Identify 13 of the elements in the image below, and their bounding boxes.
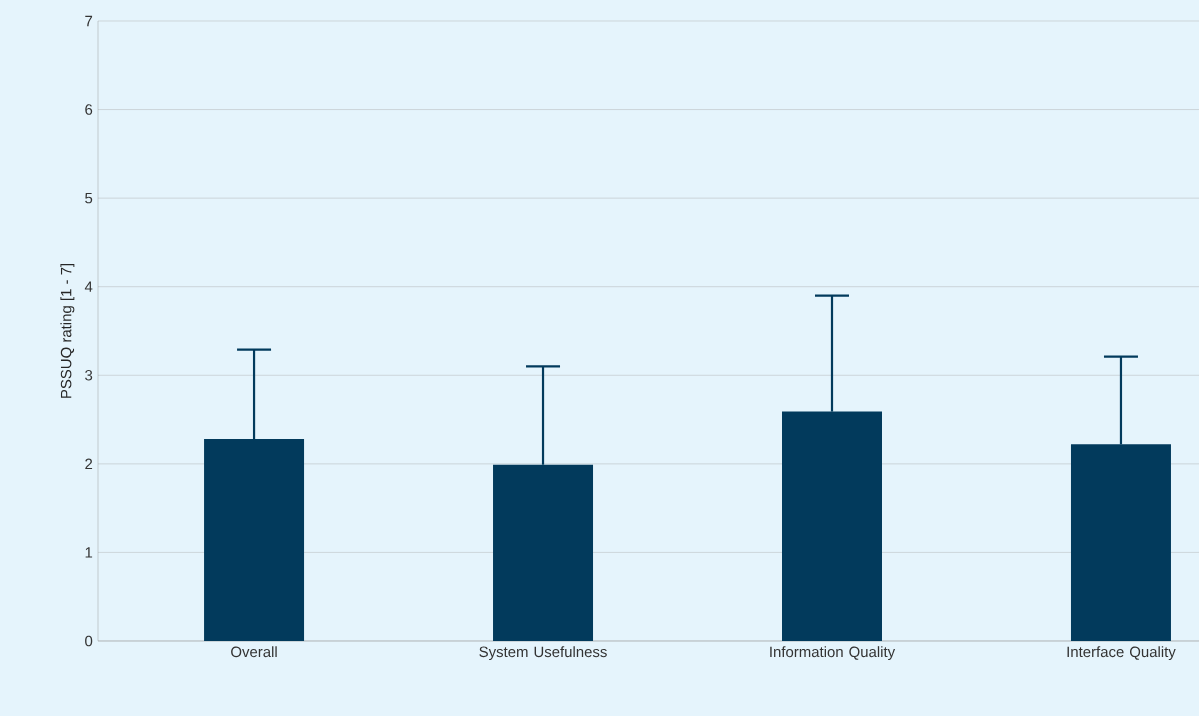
x-tick-label: System Usefulness (479, 646, 607, 661)
x-tick-label: Information Quality (770, 646, 896, 661)
x-tick-label: Interface Quality (1067, 646, 1176, 661)
y-tick-label: 2 (85, 458, 93, 470)
y-tick-label: 3 (85, 369, 93, 381)
y-tick-label: 0 (85, 635, 93, 647)
y-axis-title: PSSUQ rating [1 - 7] (60, 263, 75, 398)
y-tick-label: 7 (85, 15, 93, 27)
x-tick-label: Overall (231, 646, 277, 658)
y-tick-label: 4 (84, 281, 93, 292)
y-tick-label: 6 (85, 104, 93, 115)
y-tick-label: 5 (85, 192, 93, 204)
y-tick-label: 1 (85, 547, 93, 558)
